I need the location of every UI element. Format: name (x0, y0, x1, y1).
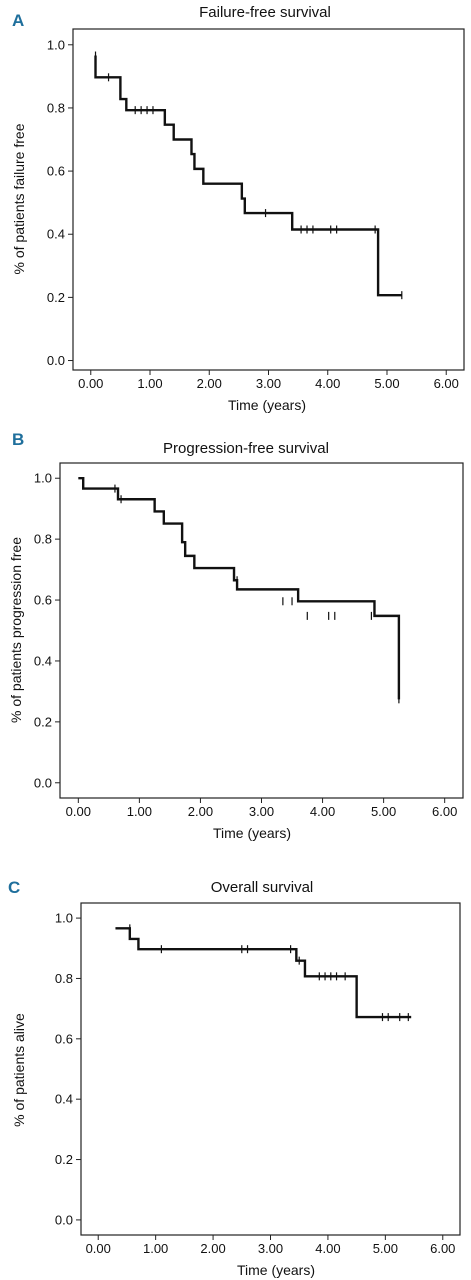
y-tick-label: 0.0 (34, 775, 52, 790)
y-tick-label: 0.4 (34, 653, 52, 668)
y-tick-label: 0.8 (47, 100, 65, 115)
panel-a-plot-frame (72, 28, 465, 371)
panel-a-y-axis: 0.0 0.2 0.4 0.6 0.8 1.0 (47, 37, 73, 368)
y-tick-label: 0.0 (47, 353, 65, 368)
panel-b-plot-frame (59, 462, 464, 799)
panel-a-x-axis-title: Time (years) (228, 397, 306, 413)
x-tick-label: 1.00 (137, 376, 162, 391)
x-tick-label: 6.00 (430, 1241, 455, 1256)
x-tick-label: 2.00 (197, 376, 222, 391)
panel-letter-b: B (12, 430, 24, 449)
y-tick-label: 0.0 (55, 1212, 73, 1227)
panel-c-plot-frame (80, 902, 461, 1236)
panel-a: A Failure-free survival % of patients fa… (11, 4, 465, 413)
panel-letter-c: C (8, 878, 20, 897)
x-tick-label: 6.00 (432, 804, 457, 819)
x-tick-label: 5.00 (373, 1241, 398, 1256)
x-tick-label: 3.00 (249, 804, 274, 819)
panel-b-y-axis-title: % of patients progression free (8, 537, 24, 723)
x-tick-label: 1.00 (143, 1241, 168, 1256)
y-tick-label: 0.2 (55, 1152, 73, 1167)
panel-b-title: Progression-free survival (163, 440, 329, 457)
panel-c: C Overall survival % of patients alive T… (8, 878, 461, 1278)
y-tick-label: 0.6 (34, 593, 52, 608)
x-tick-label: 0.00 (78, 376, 103, 391)
y-tick-label: 0.4 (55, 1092, 73, 1107)
x-tick-label: 2.00 (200, 1241, 225, 1256)
panel-c-x-axis-title: Time (years) (237, 1262, 315, 1278)
y-tick-label: 0.4 (47, 227, 65, 242)
panel-b-series (78, 477, 401, 704)
panel-a-title: Failure-free survival (199, 4, 331, 21)
survival-curve (94, 55, 402, 297)
panel-c-series (115, 924, 412, 1022)
y-tick-label: 1.0 (55, 911, 73, 926)
x-tick-label: 4.00 (315, 1241, 340, 1256)
y-tick-label: 0.2 (34, 714, 52, 729)
x-tick-label: 4.00 (310, 804, 335, 819)
x-tick-label: 1.00 (127, 804, 152, 819)
panel-c-y-axis: 0.0 0.2 0.4 0.6 0.8 1.0 (55, 911, 81, 1227)
panel-b-y-axis: 0.0 0.2 0.4 0.6 0.8 1.0 (34, 471, 60, 790)
panel-a-series (94, 51, 403, 300)
x-tick-label: 4.00 (315, 376, 340, 391)
survival-curve (115, 927, 412, 1019)
x-tick-label: 0.00 (86, 1241, 111, 1256)
x-tick-label: 2.00 (188, 804, 213, 819)
x-tick-label: 5.00 (371, 804, 396, 819)
x-tick-label: 3.00 (256, 376, 281, 391)
y-tick-label: 1.0 (34, 471, 52, 486)
y-tick-label: 0.6 (47, 164, 65, 179)
panel-a-x-axis: 0.00 1.00 2.00 3.00 4.00 5.00 6.00 (78, 370, 459, 391)
y-tick-label: 0.8 (34, 532, 52, 547)
panel-b-x-axis-title: Time (years) (213, 825, 291, 841)
panel-c-x-axis: 0.00 1.00 2.00 3.00 4.00 5.00 6.00 (86, 1235, 455, 1256)
panel-b: B Progression-free survival % of patient… (8, 430, 464, 841)
y-tick-label: 0.6 (55, 1031, 73, 1046)
x-tick-label: 3.00 (258, 1241, 283, 1256)
x-tick-label: 6.00 (434, 376, 459, 391)
x-tick-label: 0.00 (66, 804, 91, 819)
panel-letter-a: A (12, 11, 24, 30)
panel-a-y-axis-title: % of patients failure free (11, 123, 27, 274)
y-tick-label: 1.0 (47, 37, 65, 52)
y-tick-label: 0.8 (55, 971, 73, 986)
x-tick-label: 5.00 (374, 376, 399, 391)
survival-curve (78, 477, 401, 700)
y-tick-label: 0.2 (47, 290, 65, 305)
panel-c-y-axis-title: % of patients alive (11, 1013, 27, 1127)
panel-c-title: Overall survival (211, 879, 314, 896)
panel-b-x-axis: 0.00 1.00 2.00 3.00 4.00 5.00 6.00 (66, 798, 457, 819)
